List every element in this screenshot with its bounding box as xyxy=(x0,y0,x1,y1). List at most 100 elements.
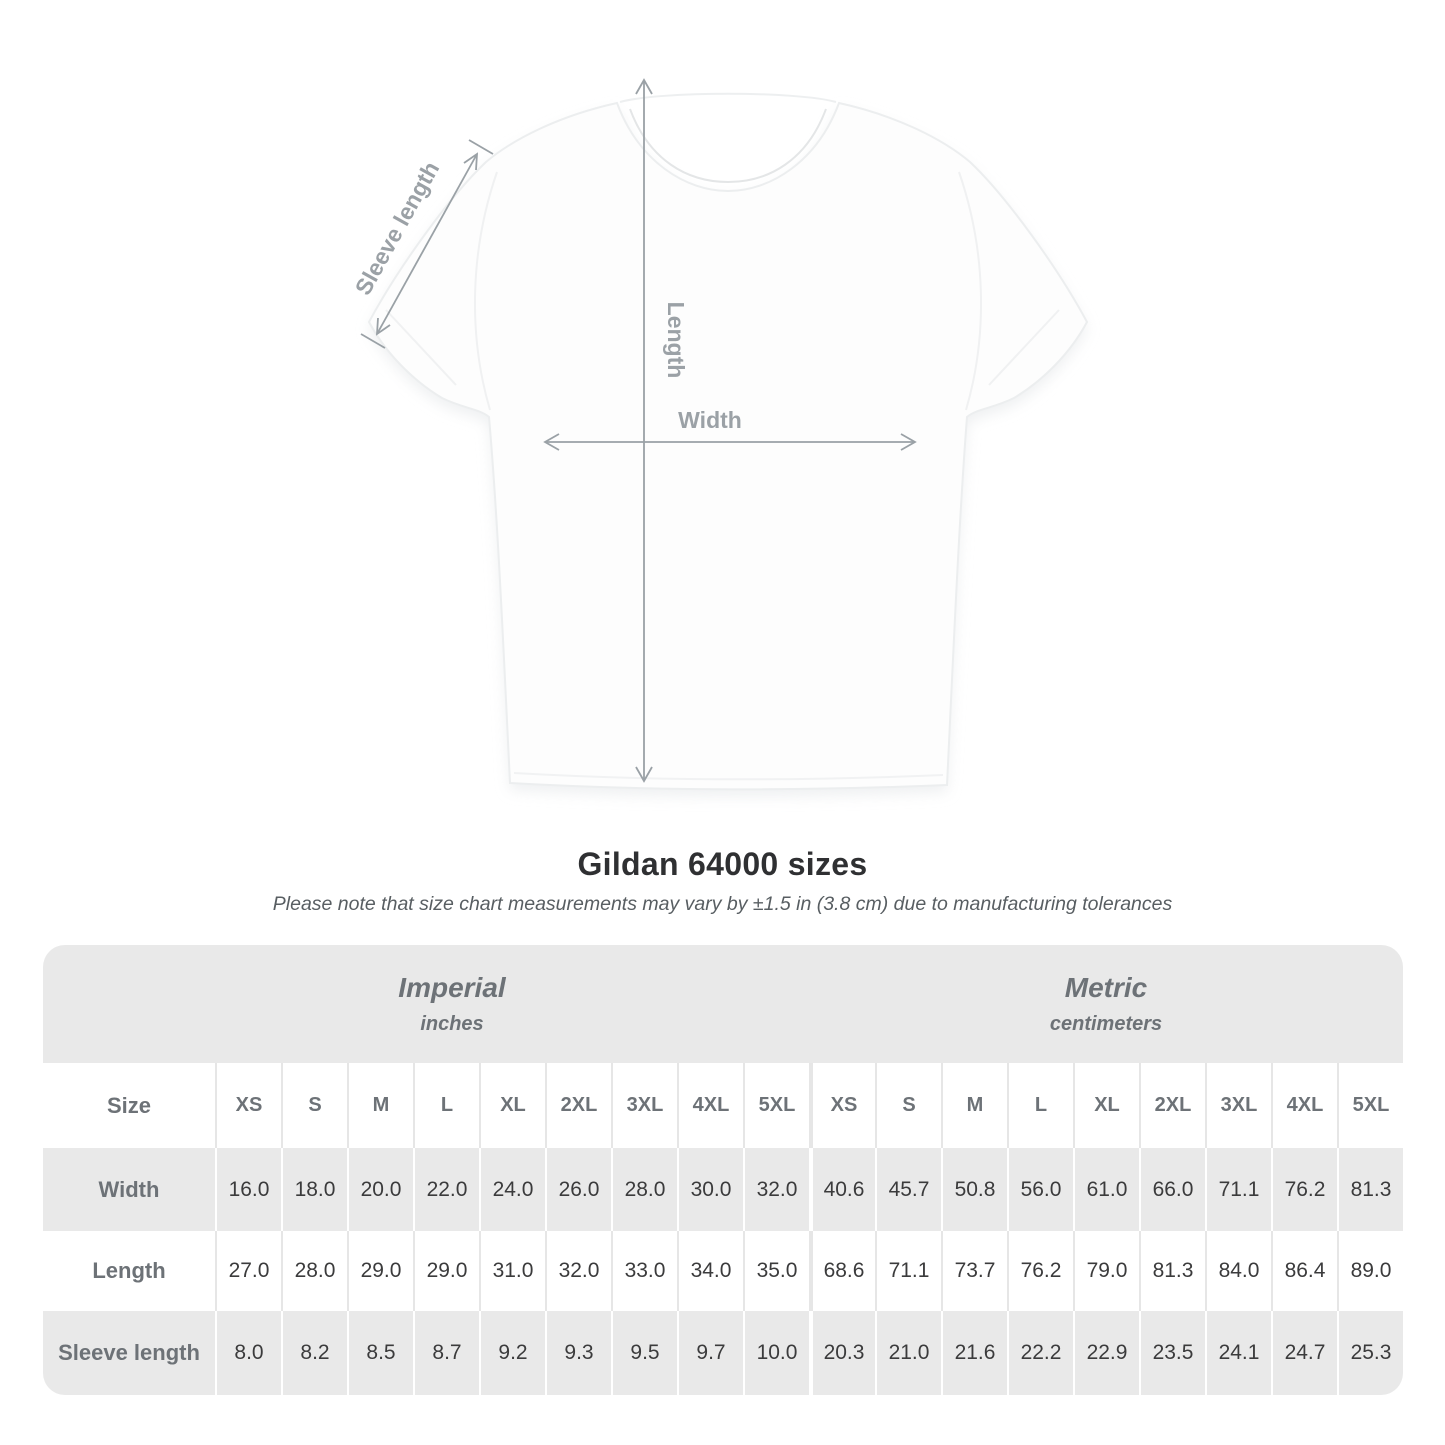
cell-sleeve-metric-xl: 22.9 xyxy=(1073,1311,1139,1395)
cell-sleeve-imperial-4xl: 9.7 xyxy=(677,1311,743,1395)
hem-stitch-line xyxy=(513,772,944,781)
cell-length-metric-s: 71.1 xyxy=(875,1231,941,1311)
tshirt-image: Sleeve length Length Width xyxy=(350,78,1089,797)
cell-width-imperial-3xl: 28.0 xyxy=(611,1148,677,1231)
col-header-imperial-5xl: 5XL xyxy=(743,1063,809,1148)
tshirt-body xyxy=(367,101,1089,791)
cell-length-metric-5xl: 89.0 xyxy=(1337,1231,1403,1311)
metric-unit-label: centimeters xyxy=(1049,1013,1163,1035)
cell-length-imperial-s: 28.0 xyxy=(281,1231,347,1311)
col-header-metric-l: L xyxy=(1007,1063,1073,1148)
right-cuff-line xyxy=(988,309,1060,386)
sleeve-length-arrow xyxy=(360,139,494,349)
left-cuff-line xyxy=(385,309,457,386)
shirt-measurement-diagram: Sleeve length Length Width xyxy=(350,78,1089,797)
size-header-row: Size XS S M L XL 2XL 3XL 4XL 5XL XS S M … xyxy=(43,1063,1403,1148)
cell-width-metric-l: 56.0 xyxy=(1007,1148,1073,1231)
cell-length-metric-xs: 68.6 xyxy=(809,1231,875,1311)
cell-sleeve-metric-s: 21.0 xyxy=(875,1311,941,1395)
cell-length-metric-m: 73.7 xyxy=(941,1231,1007,1311)
cell-length-metric-xl: 79.0 xyxy=(1073,1231,1139,1311)
cell-width-imperial-4xl: 30.0 xyxy=(677,1148,743,1231)
col-header-metric-4xl: 4XL xyxy=(1271,1063,1337,1148)
page-subtitle: Please note that size chart measurements… xyxy=(272,893,1173,915)
length-arrow xyxy=(635,78,653,783)
row-width: Width 16.0 18.0 20.0 22.0 24.0 26.0 28.0… xyxy=(43,1148,1403,1231)
cell-width-metric-s: 45.7 xyxy=(875,1148,941,1231)
right-armhole-seam xyxy=(958,171,983,411)
cell-sleeve-imperial-3xl: 9.5 xyxy=(611,1311,677,1395)
cell-length-metric-4xl: 86.4 xyxy=(1271,1231,1337,1311)
cell-width-imperial-5xl: 32.0 xyxy=(743,1148,809,1231)
col-header-imperial-xl: XL xyxy=(479,1063,545,1148)
col-header-metric-5xl: 5XL xyxy=(1337,1063,1403,1148)
cell-sleeve-imperial-s: 8.2 xyxy=(281,1311,347,1395)
col-header-imperial-4xl: 4XL xyxy=(677,1063,743,1148)
col-header-metric-xl: XL xyxy=(1073,1063,1139,1148)
col-header-imperial-m: M xyxy=(347,1063,413,1148)
cell-length-imperial-3xl: 33.0 xyxy=(611,1231,677,1311)
col-header-metric-2xl: 2XL xyxy=(1139,1063,1205,1148)
collar-top-rim xyxy=(619,92,837,103)
left-armhole-seam xyxy=(473,171,498,411)
col-header-metric-m: M xyxy=(941,1063,1007,1148)
cell-width-imperial-s: 18.0 xyxy=(281,1148,347,1231)
width-arrow xyxy=(543,433,917,451)
metric-label: Metric xyxy=(1064,972,1148,1003)
size-chart-table: Imperial inches Metric centimeters Size … xyxy=(43,945,1403,1395)
group-header-imperial: Imperial inches xyxy=(43,945,809,1063)
col-header-metric-xs: XS xyxy=(809,1063,875,1148)
cell-width-imperial-xs: 16.0 xyxy=(215,1148,281,1231)
cell-length-imperial-2xl: 32.0 xyxy=(545,1231,611,1311)
cell-width-metric-xl: 61.0 xyxy=(1073,1148,1139,1231)
cell-width-metric-xs: 40.6 xyxy=(809,1148,875,1231)
cell-length-metric-l: 76.2 xyxy=(1007,1231,1073,1311)
cell-length-imperial-l: 29.0 xyxy=(413,1231,479,1311)
cell-width-metric-4xl: 76.2 xyxy=(1271,1148,1337,1231)
col-header-imperial-3xl: 3XL xyxy=(611,1063,677,1148)
cell-sleeve-metric-4xl: 24.7 xyxy=(1271,1311,1337,1395)
cell-width-metric-2xl: 66.0 xyxy=(1139,1148,1205,1231)
collar-inner-line xyxy=(629,108,827,184)
unit-group-header-row: Imperial inches Metric centimeters xyxy=(43,945,1403,1063)
col-header-imperial-2xl: 2XL xyxy=(545,1063,611,1148)
cell-width-imperial-xl: 24.0 xyxy=(479,1148,545,1231)
cell-sleeve-metric-m: 21.6 xyxy=(941,1311,1007,1395)
row-length: Length 27.0 28.0 29.0 29.0 31.0 32.0 33.… xyxy=(43,1231,1403,1311)
cell-sleeve-metric-2xl: 23.5 xyxy=(1139,1311,1205,1395)
cell-sleeve-metric-l: 22.2 xyxy=(1007,1311,1073,1395)
page-title: Gildan 64000 sizes xyxy=(577,846,868,882)
cell-sleeve-metric-3xl: 24.1 xyxy=(1205,1311,1271,1395)
cell-width-imperial-l: 22.0 xyxy=(413,1148,479,1231)
cell-width-imperial-2xl: 26.0 xyxy=(545,1148,611,1231)
row-label-length: Length xyxy=(43,1231,215,1311)
row-label-width: Width xyxy=(43,1148,215,1231)
length-label: Length xyxy=(663,302,689,379)
size-column-header: Size xyxy=(43,1063,215,1148)
cell-length-metric-3xl: 84.0 xyxy=(1205,1231,1271,1311)
col-header-imperial-xs: XS xyxy=(215,1063,281,1148)
cell-length-imperial-m: 29.0 xyxy=(347,1231,413,1311)
cell-sleeve-metric-5xl: 25.3 xyxy=(1337,1311,1403,1395)
cell-sleeve-imperial-m: 8.5 xyxy=(347,1311,413,1395)
cell-sleeve-imperial-2xl: 9.3 xyxy=(545,1311,611,1395)
cell-sleeve-imperial-xl: 9.2 xyxy=(479,1311,545,1395)
cell-length-imperial-5xl: 35.0 xyxy=(743,1231,809,1311)
cell-sleeve-metric-xs: 20.3 xyxy=(809,1311,875,1395)
imperial-unit-label: inches xyxy=(420,1013,484,1035)
cell-width-metric-3xl: 71.1 xyxy=(1205,1148,1271,1231)
cell-sleeve-imperial-xs: 8.0 xyxy=(215,1311,281,1395)
group-header-metric: Metric centimeters xyxy=(809,945,1403,1063)
cell-width-metric-5xl: 81.3 xyxy=(1337,1148,1403,1231)
cell-length-imperial-xl: 31.0 xyxy=(479,1231,545,1311)
cell-sleeve-imperial-l: 8.7 xyxy=(413,1311,479,1395)
cell-length-imperial-xs: 27.0 xyxy=(215,1231,281,1311)
cell-width-metric-m: 50.8 xyxy=(941,1148,1007,1231)
cell-width-imperial-m: 20.0 xyxy=(347,1148,413,1231)
imperial-label: Imperial xyxy=(398,972,506,1003)
row-sleeve-length: Sleeve length 8.0 8.2 8.5 8.7 9.2 9.3 9.… xyxy=(43,1311,1403,1395)
col-header-imperial-s: S xyxy=(281,1063,347,1148)
cell-length-metric-2xl: 81.3 xyxy=(1139,1231,1205,1311)
width-label: Width xyxy=(678,407,742,433)
row-label-sleeve-length: Sleeve length xyxy=(43,1311,215,1395)
